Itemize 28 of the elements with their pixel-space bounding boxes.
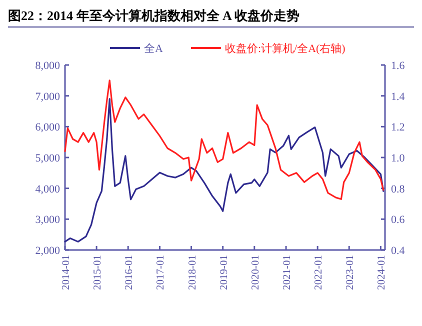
y-tick-label: 8,000 [35,60,60,72]
x-tick-label: 2021-01 [282,255,294,290]
chart-title: 图22：2014 年至今计算机指数相对全 A 收盘价走势 [8,8,300,23]
y2-tick-label: 0.8 [391,183,406,196]
x-tick-label: 2019-01 [218,255,230,290]
y2-tick-label: 1.4 [391,90,406,103]
y-tick-label: 7,000 [35,90,60,103]
y2-tick-label: 1.0 [391,152,406,164]
x-tick-label: 2022-01 [314,255,325,290]
y2-tick-label: 1.6 [391,60,406,72]
y-tick-label: 5,000 [35,152,60,164]
x-tick-label: 2014-01 [61,255,72,290]
x-tick-label: 2015-01 [92,255,104,290]
legend-label: 全A [144,43,163,55]
y2-tick-label: 0.6 [391,214,406,226]
y2-tick-label: 0.4 [391,245,406,257]
x-tick-label: 2017-01 [156,255,167,290]
x-tick-label: 2018-01 [187,255,198,290]
y-tick-label: 3,000 [35,214,60,226]
y-tick-label: 2,000 [35,245,60,257]
y-tick-label: 6,000 [35,122,60,134]
x-tick-label: 2024-01 [376,255,388,290]
y-tick-label: 4,000 [35,183,60,196]
x-tick-label: 2016-01 [124,255,136,290]
x-tick-label: 2023-01 [345,255,356,290]
x-tick-label: 2020-01 [250,255,262,290]
y2-tick-label: 1.2 [391,122,405,134]
legend-label: 收盘价:计算机/全A(右轴) [224,42,346,55]
